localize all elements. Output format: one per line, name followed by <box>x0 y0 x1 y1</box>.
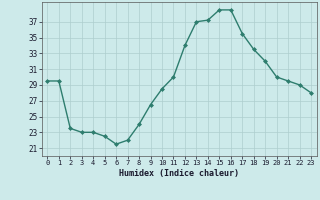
X-axis label: Humidex (Indice chaleur): Humidex (Indice chaleur) <box>119 169 239 178</box>
